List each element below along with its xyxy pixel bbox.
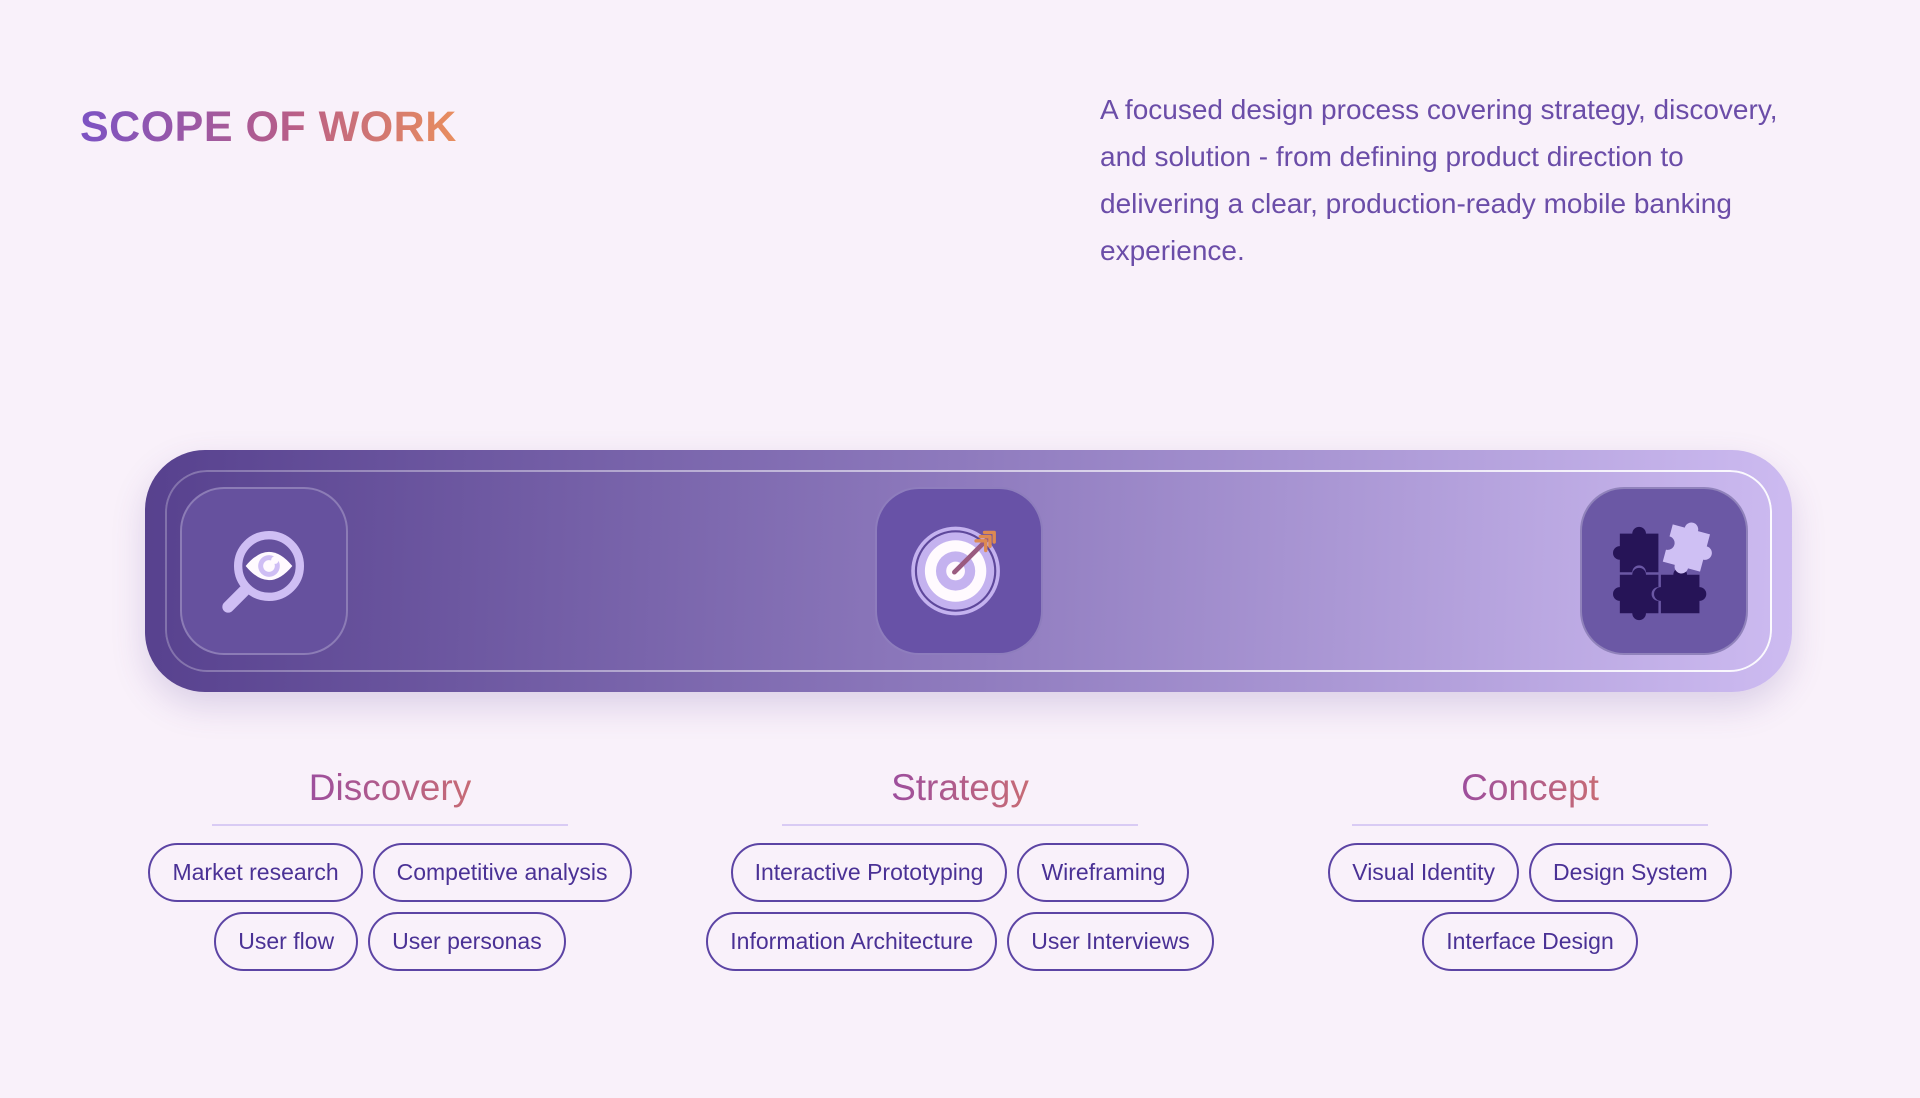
tag-pill: Market research bbox=[148, 842, 363, 902]
process-bar bbox=[145, 450, 1792, 692]
phase-divider bbox=[782, 823, 1138, 826]
phase-title: Strategy bbox=[891, 767, 1029, 808]
tag-list: Interactive Prototyping Wireframing Inform… bbox=[690, 842, 1230, 971]
magnifier-eye-icon bbox=[222, 531, 304, 613]
tag-pill: Design System bbox=[1529, 842, 1732, 902]
tag-pill: User Interviews bbox=[1007, 911, 1214, 971]
tag-pill: Interface Design bbox=[1422, 911, 1638, 971]
phase-column-concept: Concept Visual Identity Design System Inte… bbox=[1260, 767, 1800, 971]
tag-pill: Competitive analysis bbox=[372, 842, 632, 902]
phase-column-discovery: Discovery Market research Competitive ana… bbox=[120, 767, 660, 971]
tag-pill: User flow bbox=[214, 911, 359, 971]
concept-phase-tile bbox=[1580, 487, 1748, 655]
phase-divider bbox=[212, 823, 568, 826]
strategy-phase-tile bbox=[874, 487, 1043, 655]
tag-pill: Wireframing bbox=[1017, 842, 1190, 902]
phase-title: Discovery bbox=[308, 767, 472, 808]
tag-list: Market research Competitive analysis User … bbox=[120, 842, 660, 971]
phase-divider bbox=[1352, 823, 1708, 826]
tag-pill: Interactive Prototyping bbox=[730, 842, 1008, 902]
description-text: A focused design process covering strate… bbox=[1100, 94, 1778, 267]
puzzle-pieces-icon bbox=[1613, 522, 1712, 621]
discovery-phase-tile bbox=[180, 487, 348, 655]
page-title: SCOPE OF WORK bbox=[80, 103, 457, 151]
tag-pill: Visual Identity bbox=[1328, 842, 1520, 902]
phase-column-strategy: Strategy Interactive Prototyping Wirefram… bbox=[690, 767, 1230, 971]
tag-list: Visual Identity Design System Interface De… bbox=[1260, 842, 1800, 971]
phase-title: Concept bbox=[1461, 767, 1599, 808]
target-arrow-icon bbox=[910, 526, 1000, 616]
phases-row: Discovery Market research Competitive ana… bbox=[120, 767, 1800, 971]
slide-header: SCOPE OF WORK A focused design process c… bbox=[0, 0, 1920, 274]
tag-pill: User personas bbox=[368, 911, 566, 971]
tag-pill: Information Architecture bbox=[706, 911, 998, 971]
